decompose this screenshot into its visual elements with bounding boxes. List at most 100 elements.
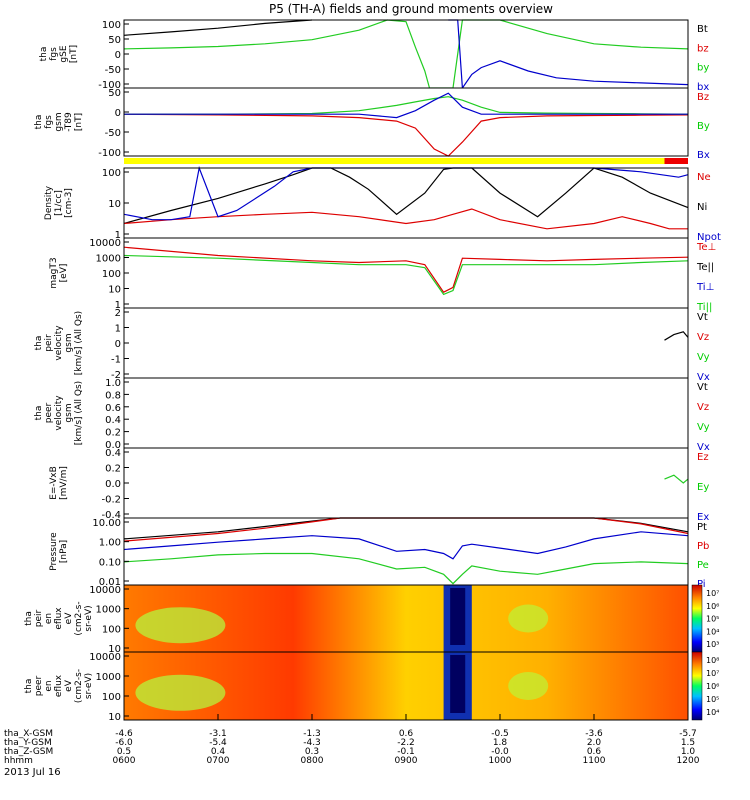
y-tick-label: 0.4	[105, 415, 121, 426]
y-tick-label: -0.4	[101, 510, 121, 521]
legend-Vt: Vt	[697, 382, 708, 393]
y-tick-label: -1	[111, 355, 121, 366]
y-axis-label-line: velocity	[54, 325, 64, 361]
legend-Ti||: Ti||	[696, 302, 712, 313]
x-tick-label: 0700	[207, 756, 230, 766]
y-axis-label-line: tha	[34, 115, 44, 130]
heatmap-green-patch	[508, 672, 549, 700]
y-tick-label: 1000	[96, 254, 121, 265]
y-tick-label: 10.00	[92, 518, 121, 529]
colorbar-tick-label: 10⁷	[706, 669, 719, 678]
y-tick-label: 50	[108, 35, 121, 46]
x-row-value: 0.6	[399, 729, 414, 739]
x-row-value: -0.5	[491, 729, 509, 739]
x-row-value: -3.1	[209, 729, 227, 739]
y-axis-label: tha peir en eflux eV (cm2-s-sr-eV)	[24, 601, 94, 635]
y-tick-label: 0.01	[99, 577, 121, 588]
y-tick-label: 0.2	[105, 428, 121, 439]
colorbar-tick-label: 10⁴	[706, 708, 719, 717]
y-tick-label: -100	[98, 80, 121, 91]
y-tick-label: 0.0	[105, 479, 121, 490]
panel-peer-velocity: Vt Vz Vy Vx 1.00.8 0.60.4 0.20.0 tha peer velocit…	[34, 377, 710, 453]
x-row-label: tha_X-GSM	[4, 729, 53, 739]
legend-Vx: Vx	[697, 372, 710, 383]
x-row-value: 1.8	[493, 738, 508, 748]
legend-Pe: Pe	[697, 560, 709, 571]
x-row-value: -6.0	[115, 738, 133, 748]
x-row-value: -2.2	[397, 738, 415, 748]
y-axis-label-line: tha	[34, 336, 44, 351]
y-tick-label: 0	[115, 339, 121, 350]
series-Vt-line	[664, 331, 689, 341]
y-axis-label-line: eflux	[54, 607, 64, 630]
panel-pressure: Pt Pb Pe Pi 10.00 1.00 0.10 0.01 Pressure [nPa]	[49, 517, 709, 590]
y-tick-label: 10	[108, 199, 121, 210]
plot-area	[124, 168, 688, 238]
x-row-value: -3.6	[585, 729, 603, 739]
legend-Vy: Vy	[697, 422, 710, 433]
plot-area	[124, 448, 688, 518]
y-tick-label: 0.6	[105, 403, 121, 414]
heatmap-core	[450, 588, 466, 645]
y-axis-label-line: [nT]	[69, 45, 79, 63]
y-tick-label: 1000	[96, 672, 121, 683]
legend-Ni: Ni	[697, 202, 707, 213]
series-Pb-line	[123, 517, 689, 542]
y-tick-label: -50	[105, 128, 121, 139]
y-tick-label: 10000	[89, 238, 121, 249]
plot-area	[124, 88, 688, 156]
y-axis-label-line: gSE	[59, 45, 69, 62]
y-axis-label: tha peer velocity gsm [km/s] (All Qs)	[34, 381, 84, 445]
y-axis-label-line: tha	[34, 406, 44, 421]
colorbar-tick-label: 10⁶	[706, 682, 719, 691]
date-label: 2013 Jul 16	[4, 767, 61, 778]
x-row-value: -0.1	[397, 747, 415, 757]
legend-Te||: Te||	[696, 262, 714, 273]
y-tick-label: 100	[102, 692, 121, 703]
x-unit-label: hhmm	[4, 756, 33, 766]
mode-bar-segment	[664, 158, 688, 164]
y-axis-label-line: [1/cc]	[54, 190, 64, 216]
y-tick-label: 1	[115, 230, 121, 241]
legend-Ne: Ne	[697, 172, 711, 183]
plot-area	[124, 238, 688, 308]
heatmap-green-patch	[135, 674, 226, 711]
plot-area	[124, 20, 688, 88]
x-row-value: 1.0	[681, 747, 696, 757]
y-axis-label-line: eV	[64, 612, 74, 625]
y-tick-label: 0.4	[105, 448, 121, 459]
y-axis-label-line: [mV/m]	[59, 466, 69, 500]
x-row-value: -5.4	[209, 738, 227, 748]
y-axis-label-line: tha	[24, 679, 34, 694]
colorbar-tick-label: 10³	[706, 640, 719, 649]
y-axis-label-line: [km/s] (All Qs)	[74, 311, 84, 375]
y-axis-label-line: gsm	[54, 112, 64, 131]
y-axis-label-line: fgs	[44, 115, 54, 129]
x-row-value: 0.6	[587, 747, 602, 757]
y-axis-label-line: peer	[44, 402, 54, 423]
y-tick-label: 1	[115, 324, 121, 335]
panel-fgs-gse: Bt bz by bx 100 50 0 -50 -100 tha fgs gSE [nT]	[39, 19, 709, 93]
heatmap-green-patch	[135, 607, 226, 644]
y-axis-label-line: -T89	[64, 112, 74, 132]
y-axis-label-line: eV	[64, 679, 74, 692]
x-row-value: -4.6	[115, 729, 133, 739]
legend-By: By	[697, 121, 710, 132]
y-axis-label: Pressure [nPa]	[49, 532, 69, 571]
y-axis-label-line: Density	[44, 185, 54, 220]
y-tick-label: -50	[105, 65, 121, 76]
series-By-line	[124, 96, 689, 115]
y-tick-label: 10000	[89, 585, 121, 596]
colorbar-tick-label: 10⁵	[706, 615, 719, 624]
heatmap-green-patch	[508, 604, 549, 633]
x-row-value: -5.7	[679, 729, 697, 739]
colorbar-tick-label: 10⁶	[706, 602, 719, 611]
y-axis-label-line: tha	[24, 611, 34, 626]
series-Te⊥-line	[123, 246, 689, 293]
y-axis-label-line: E=-VxB	[49, 466, 59, 500]
x-row-value: 0.5	[117, 747, 131, 757]
y-axis-label-line: [km/s] (All Qs)	[74, 381, 84, 445]
x-row-value: -1.3	[303, 729, 321, 739]
panel-peir-eflux: 10⁷ 10⁶ 10⁵ 10⁴ 10³ 10000 1000 100 10 tha peir en ef…	[24, 584, 719, 655]
